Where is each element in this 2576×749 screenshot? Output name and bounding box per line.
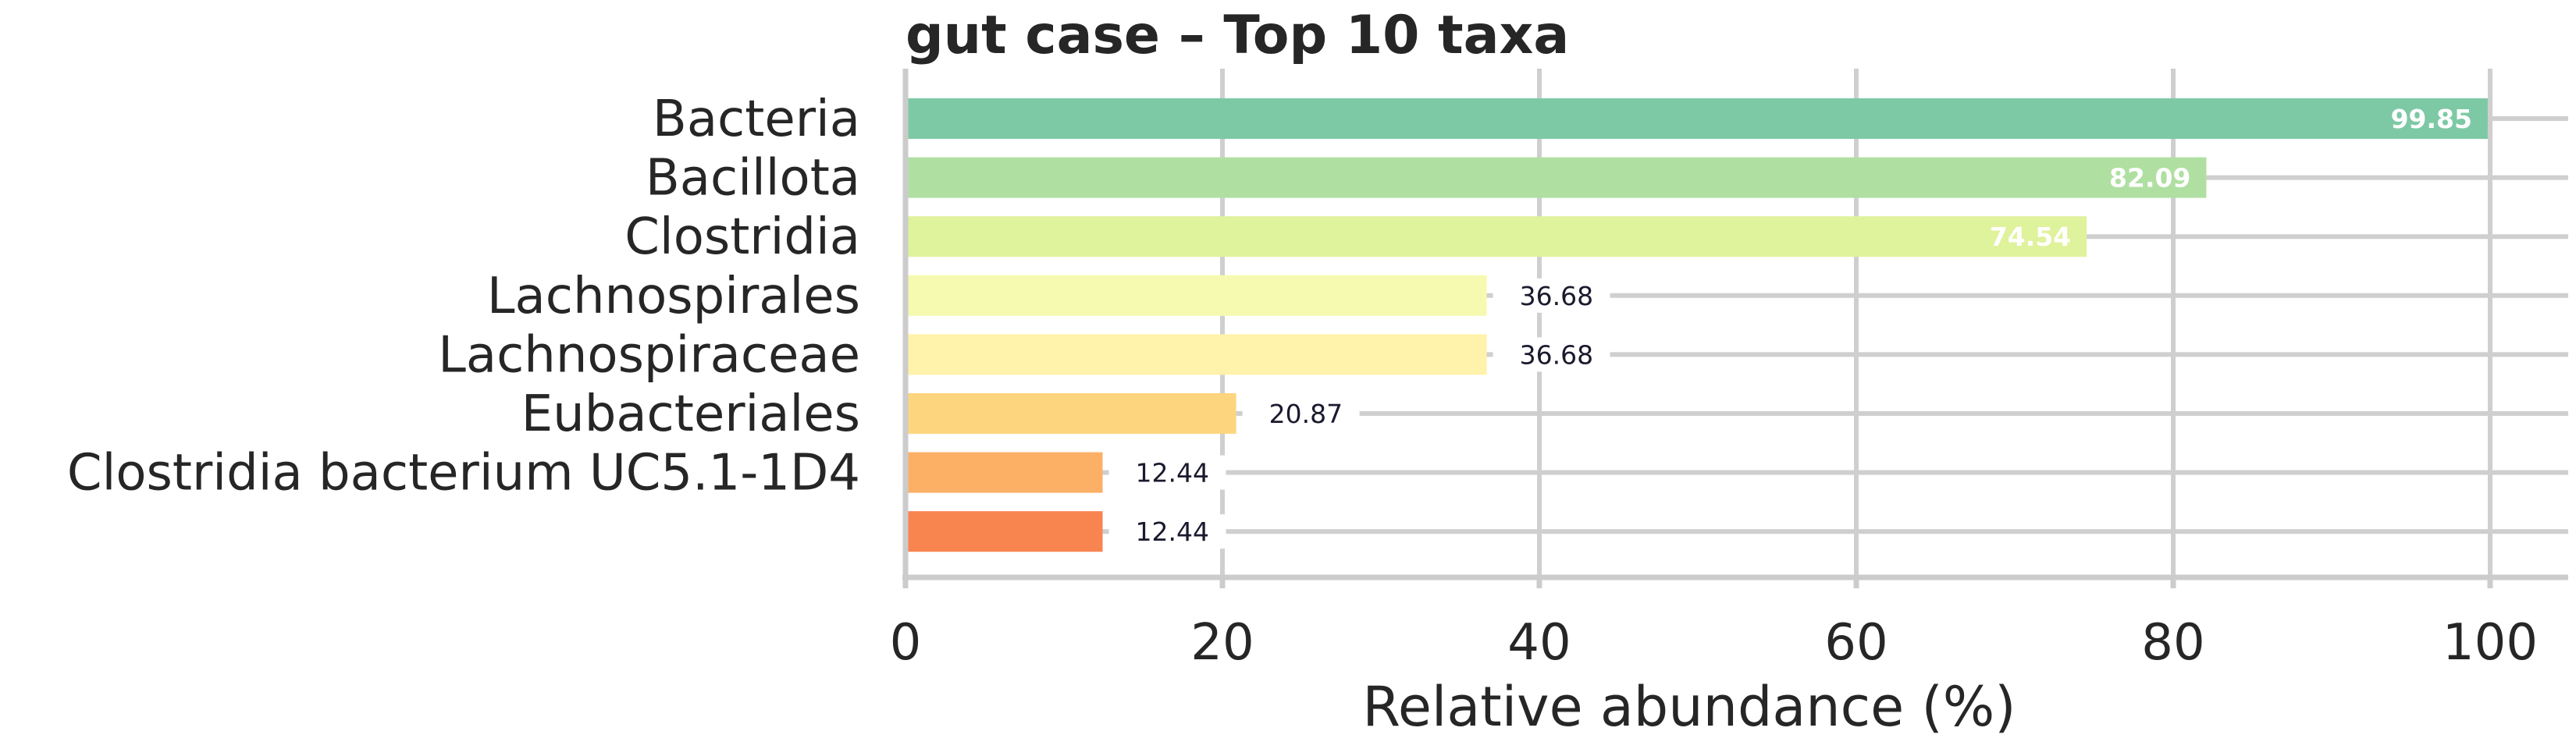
value-label: 82.09	[2109, 163, 2190, 193]
value-label: 12.44	[1136, 458, 1209, 488]
category-label: Eubacteriales	[521, 385, 860, 443]
value-label: 74.54	[1990, 222, 2071, 252]
value-label: 12.44	[1136, 516, 1209, 547]
x-tick-label: 60	[1824, 614, 1888, 672]
x-tick-label: 100	[2443, 614, 2538, 672]
x-axis: 0 20 40 60 80 100	[890, 69, 2568, 672]
category-label: Clostridia bacterium UC5.1-1D4	[67, 445, 860, 502]
x-tick-label: 20	[1190, 614, 1254, 672]
category-label: Lachnospiraceae	[438, 326, 860, 384]
category-label: Bacillota	[646, 150, 860, 208]
category-label: Lachnospirales	[487, 268, 860, 325]
value-label: 36.68	[1520, 281, 1593, 311]
value-labels: 99.85 82.09 74.54 36.68 36.68 20.87 12.44 12.44	[1108, 104, 2472, 549]
bar	[906, 157, 2207, 198]
bar	[906, 393, 1236, 434]
bar	[906, 334, 1487, 375]
value-label-background	[1108, 514, 1226, 549]
bars	[906, 98, 2488, 552]
value-label-background	[1108, 455, 1226, 490]
bar	[906, 275, 1487, 316]
bar	[906, 98, 2488, 139]
value-label: 36.68	[1520, 339, 1593, 370]
gridlines	[903, 69, 2568, 577]
value-label-background	[1493, 278, 1610, 313]
x-tick-label: 40	[1507, 614, 1571, 672]
value-label: 20.87	[1269, 399, 1343, 429]
bar	[906, 511, 1103, 552]
category-labels: BacteriaBacillotaClostridiaLachnospirale…	[67, 91, 860, 502]
value-label-background	[1242, 396, 1360, 431]
x-tick-label: 0	[890, 614, 922, 672]
value-label: 99.85	[2391, 104, 2472, 134]
value-label-background	[1493, 337, 1610, 372]
category-label: Bacteria	[653, 91, 860, 148]
category-label: Clostridia	[624, 208, 860, 266]
bar	[906, 216, 2087, 257]
x-axis-label: Relative abundance (%)	[1362, 675, 2016, 739]
chart-title: gut case – Top 10 taxa	[906, 5, 1569, 66]
x-tick-label: 80	[2141, 614, 2204, 672]
bar	[906, 452, 1103, 493]
